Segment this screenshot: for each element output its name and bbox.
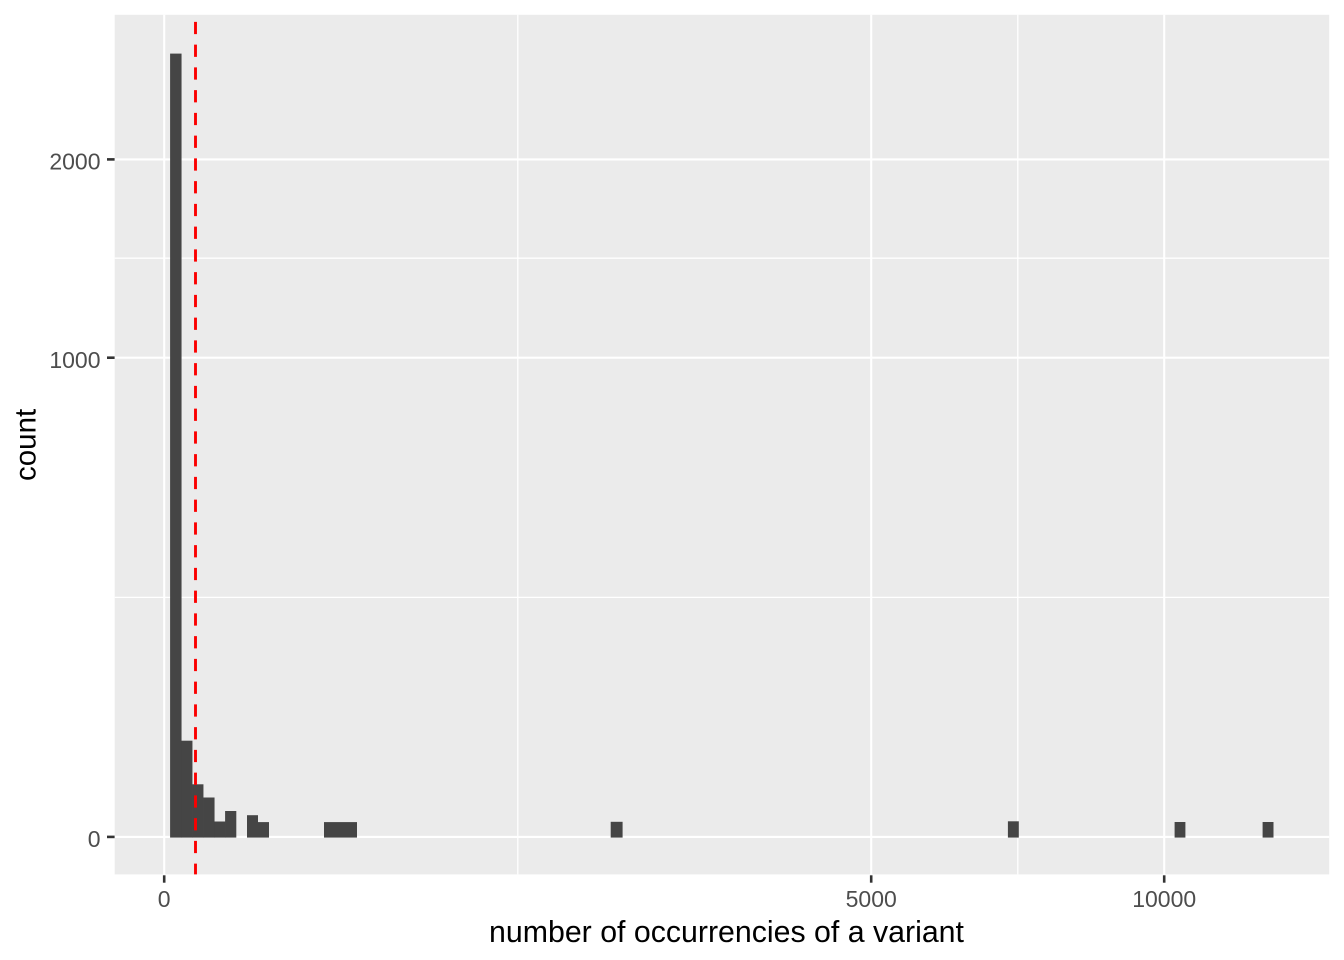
svg-text:count: count (10, 409, 43, 481)
svg-text:number of occurrencies of a va: number of occurrencies of a variant (489, 916, 964, 949)
svg-text:10000: 10000 (1132, 886, 1196, 912)
svg-text:5000: 5000 (846, 886, 897, 912)
svg-text:0: 0 (158, 886, 171, 912)
svg-text:0: 0 (88, 826, 101, 852)
svg-text:1000: 1000 (49, 347, 100, 373)
svg-text:2000: 2000 (49, 149, 100, 175)
